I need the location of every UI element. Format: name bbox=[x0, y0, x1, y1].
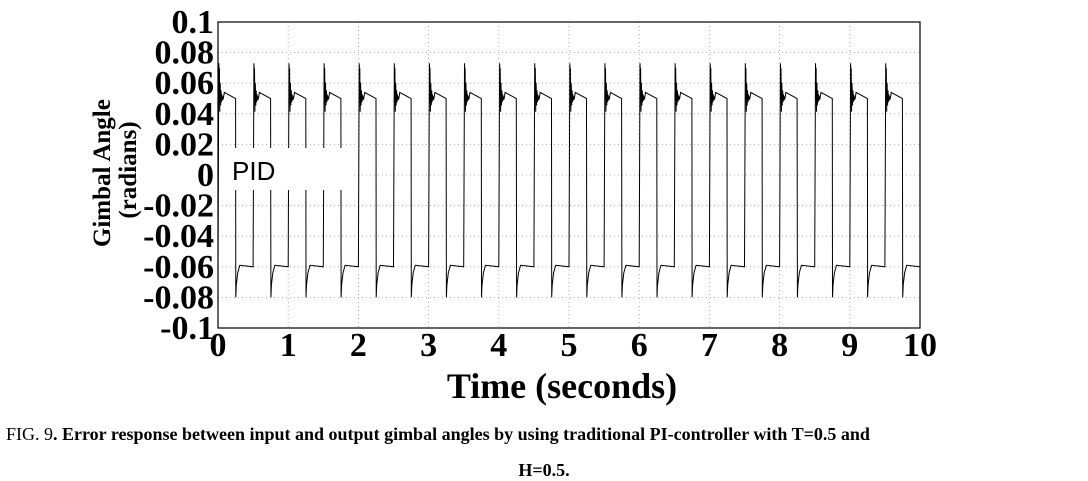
y-tick-label: -0.08 bbox=[143, 279, 214, 316]
y-axis-label-line1: Gimbal Angle bbox=[89, 99, 116, 247]
x-tick-label: 0 bbox=[210, 327, 227, 364]
y-tick-label: 0.06 bbox=[155, 65, 215, 102]
figure-caption-line2: H=0.5. bbox=[518, 460, 570, 480]
y-tick-label: -0.02 bbox=[143, 188, 214, 225]
y-tick-label: 0 bbox=[197, 157, 214, 194]
y-tick-label: -0.1 bbox=[160, 310, 214, 347]
x-tick-label: 1 bbox=[280, 327, 297, 364]
figure-caption-prefix: FIG. 9 bbox=[6, 424, 54, 444]
x-tick-label: 7 bbox=[701, 327, 718, 364]
y-tick-label: 0.04 bbox=[155, 96, 215, 133]
y-axis-label: Gimbal Angle (radians) bbox=[89, 93, 142, 247]
figure-caption-text: . Error response between input and outpu… bbox=[53, 424, 870, 444]
y-tick-label: -0.06 bbox=[143, 249, 214, 286]
y-tick-label: 0.08 bbox=[155, 35, 215, 72]
annotation-box bbox=[222, 148, 352, 190]
chart: PID 0.10.080.060.040.020-0.02-0.04-0.06-… bbox=[89, 4, 938, 406]
annotation-pid: PID bbox=[232, 156, 275, 186]
y-axis-label-line2: (radians) bbox=[115, 121, 142, 218]
x-tick-label: 10 bbox=[903, 327, 937, 364]
x-tick-label: 4 bbox=[490, 327, 507, 364]
x-tick-labels: 0 1 2 3 4 5 6 7 8 9 10 bbox=[210, 327, 938, 364]
x-tick-label: 3 bbox=[420, 327, 437, 364]
x-tick-label: 8 bbox=[771, 327, 788, 364]
figure-caption-line1: FIG. 9. Error response between input and… bbox=[6, 424, 1086, 445]
x-tick-label: 6 bbox=[631, 327, 648, 364]
y-tick-label: -0.04 bbox=[143, 218, 214, 255]
x-axis-label: Time (seconds) bbox=[447, 366, 677, 406]
x-tick-label: 5 bbox=[561, 327, 578, 364]
x-tick-label: 9 bbox=[841, 327, 858, 364]
plot-frame bbox=[217, 21, 921, 329]
x-tick-label: 2 bbox=[350, 327, 367, 364]
series-line bbox=[217, 63, 921, 298]
y-tick-labels: 0.10.080.060.040.020-0.02-0.04-0.06-0.08… bbox=[143, 4, 214, 347]
y-tick-label: 0.02 bbox=[155, 126, 215, 163]
y-tick-label: 0.1 bbox=[172, 4, 215, 41]
